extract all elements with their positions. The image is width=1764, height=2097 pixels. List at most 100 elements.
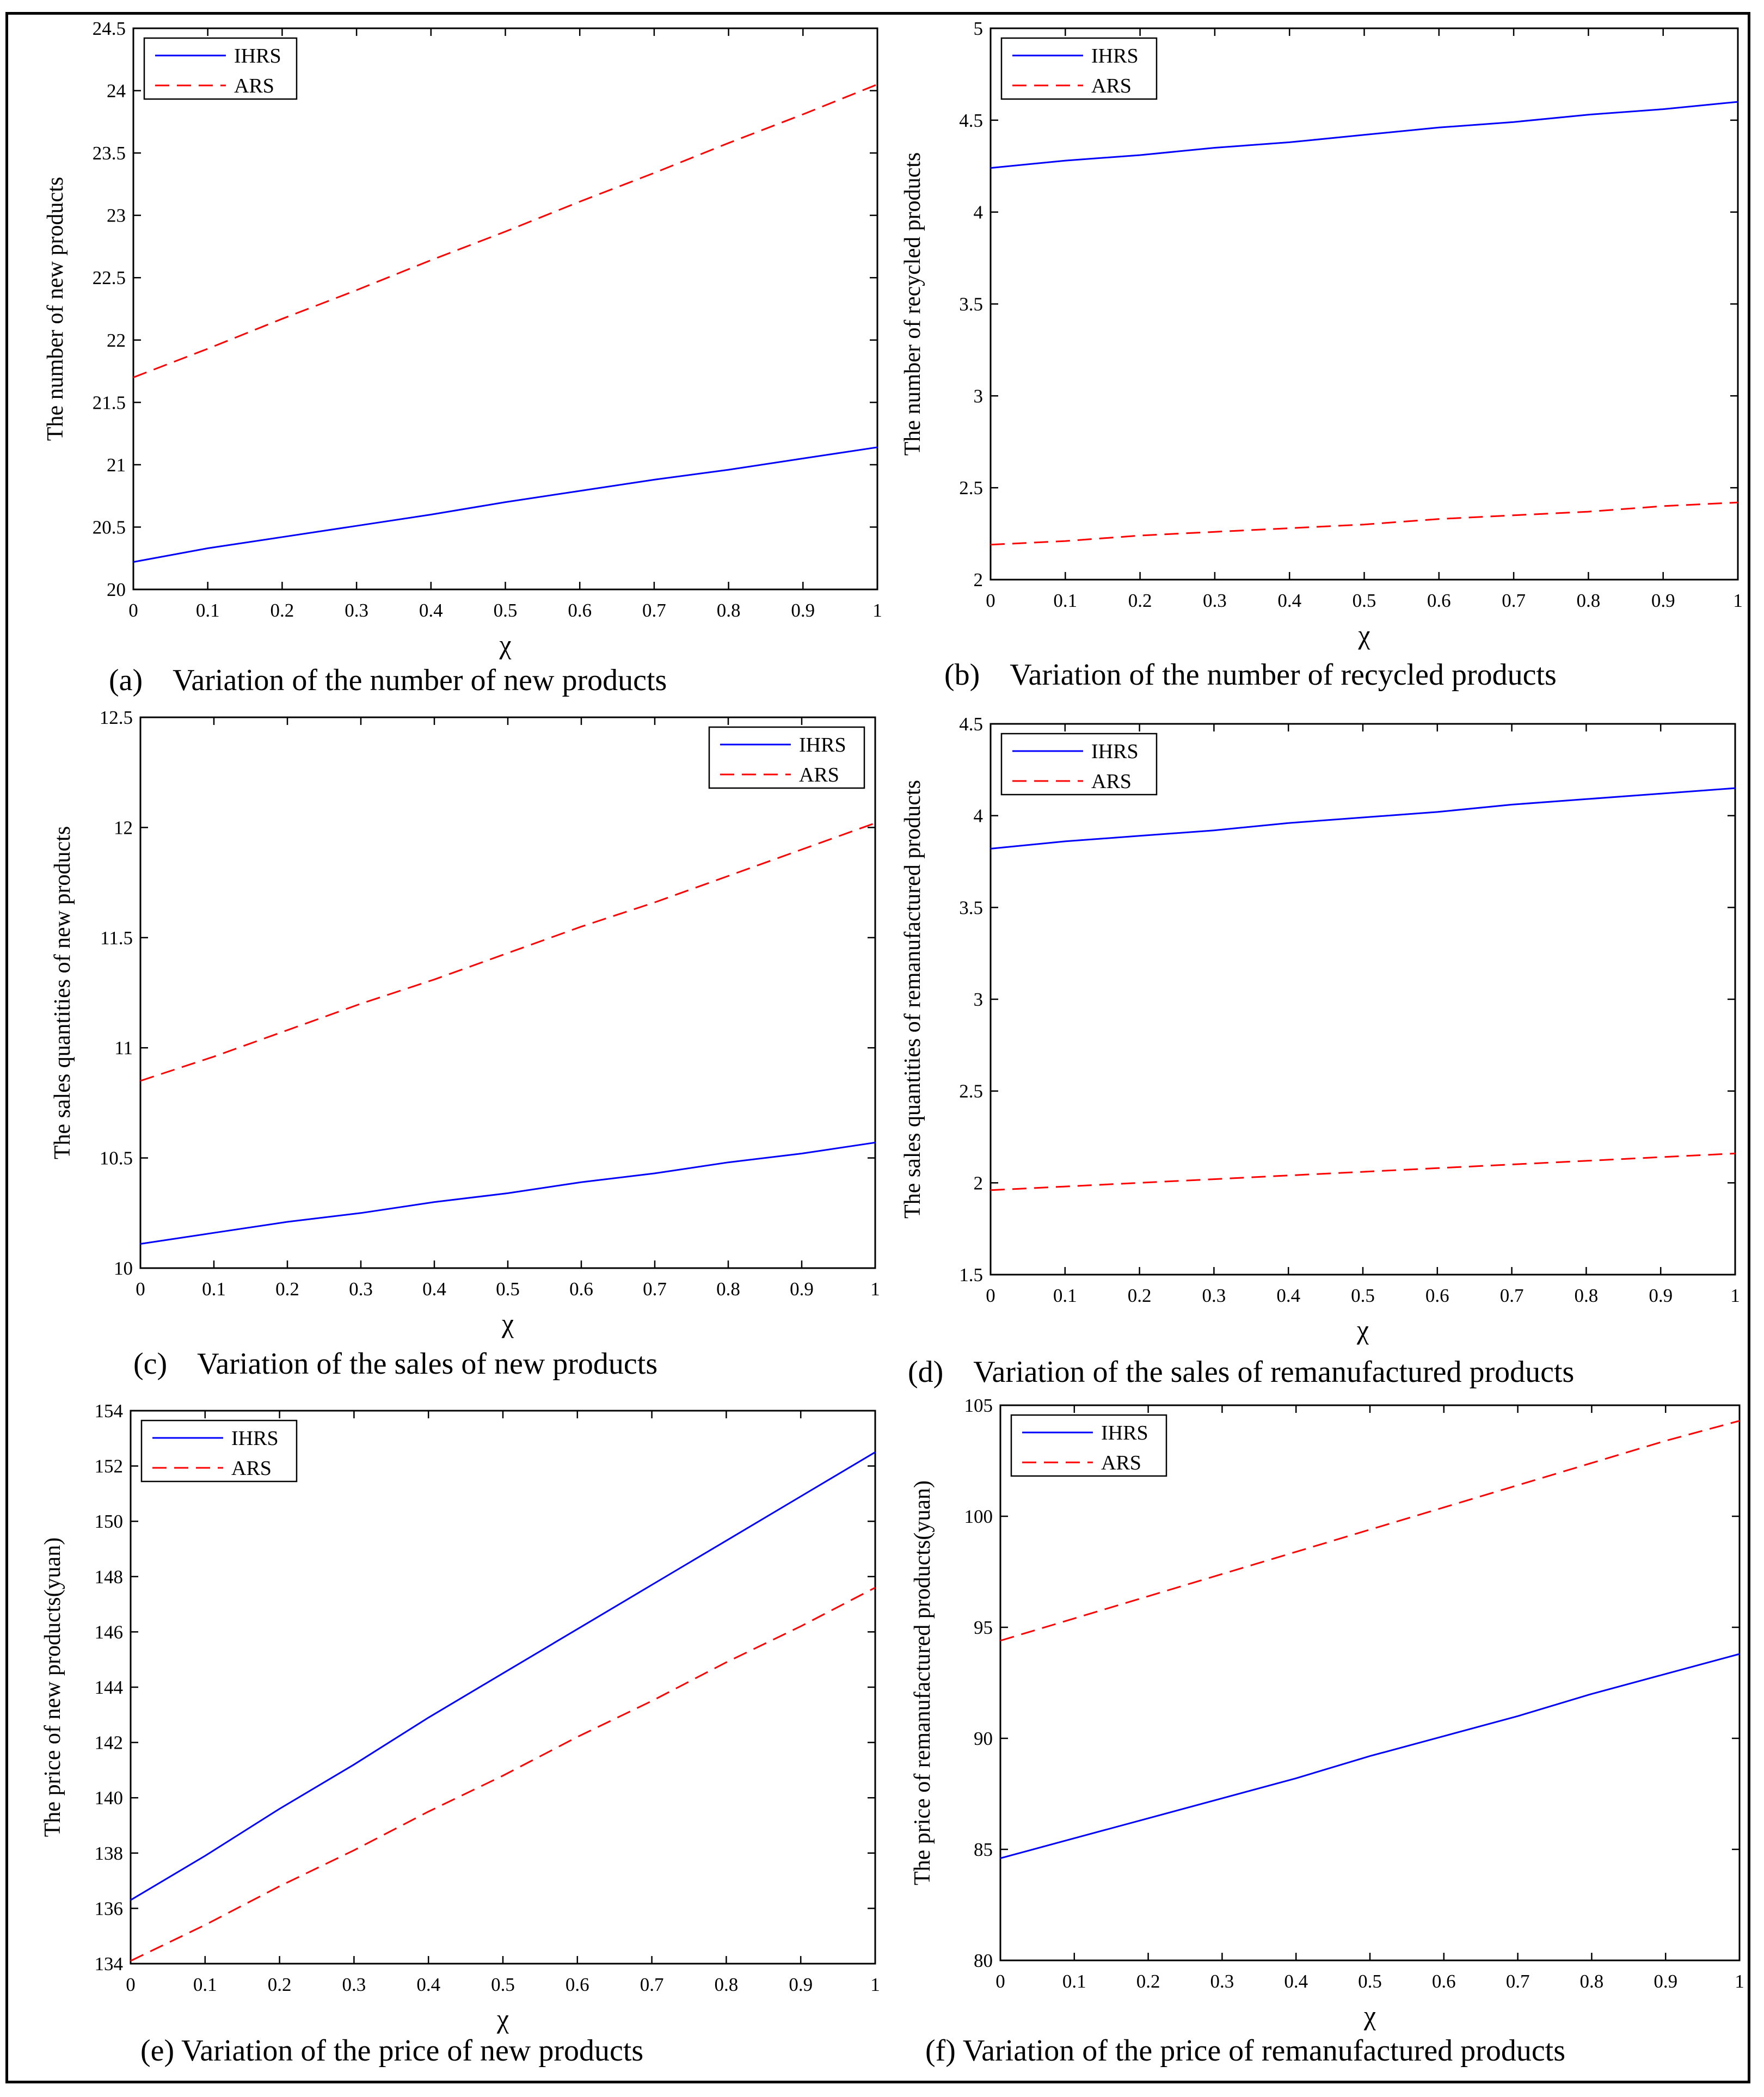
y-axis-label-a: The number of new products [43, 177, 68, 441]
legend-box-f [1010, 1414, 1167, 1477]
caption-a: (a) Variation of the number of new produ… [109, 663, 667, 697]
series-ihrs-line-e [130, 1451, 876, 1901]
x-tick-label-f-8: 0.8 [1580, 1971, 1604, 1992]
y-tick-label-a-7: 23.5 [93, 143, 126, 164]
x-tick-label-d-3: 0.3 [1202, 1285, 1226, 1306]
y-tick-label-b-3: 3.5 [959, 294, 983, 315]
caption-f: (f) Variation of the price of remanufact… [925, 2034, 1566, 2068]
x-tick-label-b-9: 0.9 [1651, 590, 1675, 611]
y-tick-label-c-0: 10 [114, 1258, 133, 1279]
x-tick-label-a-10: 1 [872, 600, 882, 621]
y-tick-label-e-0: 134 [95, 1953, 124, 1975]
legend-f: IHRS ARS [1010, 1414, 1167, 1477]
caption-c: (c) Variation of the sales of new produc… [133, 1347, 658, 1381]
y-tick-label-c-3: 11.5 [100, 927, 133, 949]
plot-area-f [999, 1404, 1741, 1961]
x-tick-label-a-4: 0.4 [419, 600, 443, 621]
panel-a: 0 0.1 0.2 0.3 0.4 0.5 0.6 0.7 0.8 0.9 1 20 20.5 21 21.… [0, 0, 882, 702]
y-tick-label-d-2: 2.5 [959, 1081, 983, 1102]
y-tick-label-c-4: 12 [114, 817, 133, 838]
y-tick-label-e-6: 146 [95, 1621, 124, 1643]
caption-e: (e) Variation of the price of new produc… [140, 2034, 644, 2068]
x-tick-label-f-10: 1 [1735, 1971, 1744, 1992]
x-tick-label-d-8: 0.8 [1575, 1285, 1599, 1306]
y-tick-label-a-0: 20 [107, 579, 126, 600]
x-tick-label-d-9: 0.9 [1649, 1285, 1673, 1306]
y-tick-label-a-9: 24.5 [93, 18, 126, 39]
y-tick-label-e-7: 148 [95, 1566, 124, 1588]
chart-a: 0 0.1 0.2 0.3 0.4 0.5 0.6 0.7 0.8 0.9 1 20 20.5 21 21.… [43, 18, 882, 660]
x-tick-label-f-7: 0.7 [1506, 1971, 1530, 1992]
y-tick-label-c-1: 10.5 [100, 1148, 133, 1169]
x-tick-label-d-0: 0 [986, 1285, 995, 1306]
x-tick-label-d-7: 0.7 [1500, 1285, 1524, 1306]
y-axis-label-b: The number of recycled products [900, 152, 925, 456]
plot-area-b [989, 27, 1739, 581]
legend-label-ihrs-f: IHRS [1101, 1422, 1148, 1444]
y-tick-label-a-3: 21.5 [93, 392, 126, 413]
y-tick-label-e-1: 136 [95, 1898, 124, 1919]
x-tick-label-c-5: 0.5 [496, 1278, 520, 1300]
x-tick-label-b-3: 0.3 [1203, 590, 1227, 611]
x-tick-label-a-5: 0.5 [494, 600, 518, 621]
y-tick-label-f-3: 95 [974, 1617, 993, 1638]
y-tick-label-f-0: 80 [974, 1950, 993, 1971]
plot-area-a [132, 27, 878, 591]
x-tick-label-e-8: 0.8 [715, 1974, 739, 1995]
y-tick-label-a-4: 22 [107, 330, 126, 351]
panel-e: 0 0.1 0.2 0.3 0.4 0.5 0.6 0.7 0.8 0.9 1 134 136 138 14… [0, 1388, 882, 2097]
y-tick-label-e-10: 154 [95, 1400, 124, 1422]
x-tick-label-c-7: 0.7 [643, 1278, 667, 1300]
legend-label-ihrs-e: IHRS [231, 1427, 279, 1450]
legend-box-a [143, 37, 298, 100]
series-ars-line-b [990, 501, 1738, 546]
panel-f: 0 0.1 0.2 0.3 0.4 0.5 0.6 0.7 0.8 0.9 1 80 85 90 95 100… [882, 1388, 1764, 2097]
y-tick-label-e-3: 140 [95, 1787, 124, 1809]
x-tick-label-a-8: 0.8 [717, 600, 741, 621]
x-axis-label-f: χ [1363, 2000, 1376, 2031]
x-axis-label-a: χ [499, 629, 511, 660]
x-tick-label-e-1: 0.1 [193, 1974, 217, 1995]
panel-c: 0 0.1 0.2 0.3 0.4 0.5 0.6 0.7 0.8 0.9 1 10 10.5 11 11.… [0, 702, 882, 1388]
x-tick-label-e-2: 0.2 [268, 1974, 292, 1995]
legend-e: IHRS ARS [140, 1419, 298, 1483]
series-ars-line-f [1000, 1420, 1740, 1641]
x-tick-label-b-6: 0.6 [1427, 590, 1451, 611]
legend-label-ars-e: ARS [231, 1457, 272, 1480]
x-tick-label-c-9: 0.9 [790, 1278, 814, 1300]
y-tick-label-a-2: 21 [107, 454, 126, 476]
x-tick-label-b-0: 0 [986, 590, 995, 611]
legend-label-ihrs-a: IHRS [234, 45, 281, 67]
x-tick-label-f-6: 0.6 [1432, 1971, 1456, 1992]
x-tick-label-b-4: 0.4 [1277, 590, 1301, 611]
x-tick-label-b-7: 0.7 [1502, 590, 1526, 611]
x-tick-label-f-3: 0.3 [1210, 1971, 1234, 1992]
y-tick-label-f-1: 85 [974, 1839, 993, 1860]
y-tick-label-f-2: 90 [974, 1728, 993, 1749]
series-ihrs-line-c [140, 1141, 876, 1245]
x-tick-label-d-2: 0.2 [1128, 1285, 1152, 1306]
y-tick-label-d-0: 1.5 [959, 1264, 983, 1286]
x-tick-label-e-3: 0.3 [342, 1974, 366, 1995]
legend-label-ihrs-c: IHRS [799, 734, 846, 757]
legend-label-ihrs-d: IHRS [1091, 740, 1139, 763]
x-tick-label-d-4: 0.4 [1276, 1285, 1300, 1306]
x-tick-label-b-5: 0.5 [1353, 590, 1376, 611]
legend-a: IHRS ARS [143, 37, 298, 100]
panel-d: 0 0.1 0.2 0.3 0.4 0.5 0.6 0.7 0.8 0.9 1 1.5 2 2.5 3 3.5… [882, 702, 1764, 1388]
plot-area-c [139, 716, 876, 1269]
y-tick-label-d-5: 4 [974, 805, 984, 827]
series-ihrs-line-a [133, 446, 878, 563]
y-tick-label-d-3: 3 [974, 989, 984, 1010]
legend-label-ars-b: ARS [1091, 75, 1132, 97]
x-tick-label-f-5: 0.5 [1358, 1971, 1382, 1992]
x-tick-label-c-3: 0.3 [349, 1278, 373, 1300]
x-tick-label-e-10: 1 [870, 1974, 880, 1995]
series-ihrs-line-d [990, 787, 1736, 850]
y-tick-label-b-0: 2 [974, 569, 984, 591]
y-tick-label-e-8: 150 [95, 1511, 124, 1532]
x-tick-label-e-5: 0.5 [491, 1974, 515, 1995]
caption-b: (b) Variation of the number of recycled … [944, 658, 1557, 692]
chart-b: 0 0.1 0.2 0.3 0.4 0.5 0.6 0.7 0.8 0.9 1 2 2.5 3 3.5 4 4.… [900, 18, 1743, 650]
legend-box-c [708, 726, 865, 789]
